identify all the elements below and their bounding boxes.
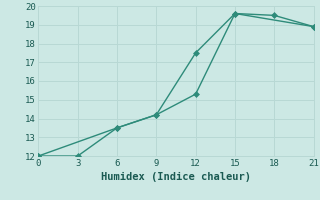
X-axis label: Humidex (Indice chaleur): Humidex (Indice chaleur): [101, 172, 251, 182]
